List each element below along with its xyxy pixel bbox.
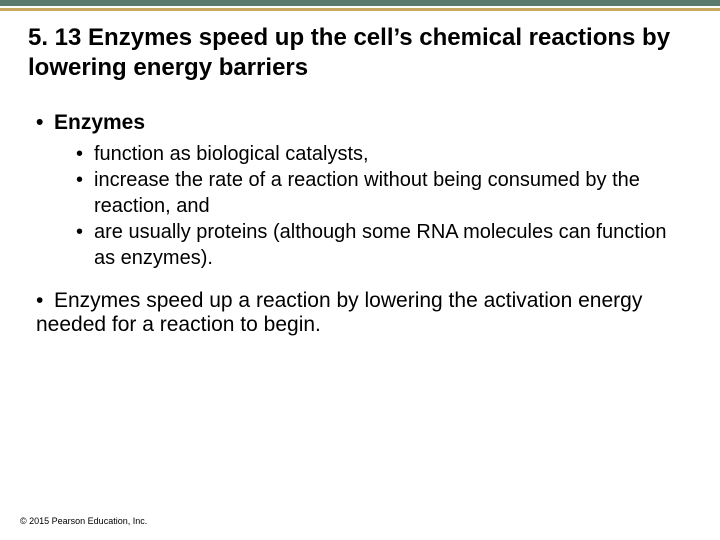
bullet-increase-rate: •increase the rate of a reaction without… — [76, 167, 692, 219]
top-bar-decoration — [0, 0, 720, 6]
bullet-speedup: •Enzymes speed up a reaction by lowering… — [36, 289, 692, 337]
bullet-text: increase the rate of a reaction without … — [94, 169, 640, 217]
bullet-text: Enzymes speed up a reaction by lowering … — [36, 289, 642, 336]
bullet-catalysts: •function as biological catalysts, — [76, 141, 692, 167]
bullet-text: are usually proteins (although some RNA … — [94, 221, 667, 269]
bullet-proteins: •are usually proteins (although some RNA… — [76, 219, 692, 271]
bullet-text: Enzymes — [54, 111, 145, 134]
bullet-enzymes-heading: •Enzymes — [36, 111, 692, 135]
bullet-text: function as biological catalysts, — [94, 143, 369, 165]
bullet-dot-icon: • — [76, 219, 94, 245]
copyright-text: © 2015 Pearson Education, Inc. — [20, 516, 147, 526]
bullet-dot-icon: • — [36, 111, 54, 135]
bullet-dot-icon: • — [36, 289, 54, 313]
slide-content: 5. 13 Enzymes speed up the cell’s chemic… — [0, 11, 720, 337]
bullet-dot-icon: • — [76, 141, 94, 167]
slide-title: 5. 13 Enzymes speed up the cell’s chemic… — [28, 23, 692, 83]
bullet-dot-icon: • — [76, 167, 94, 193]
